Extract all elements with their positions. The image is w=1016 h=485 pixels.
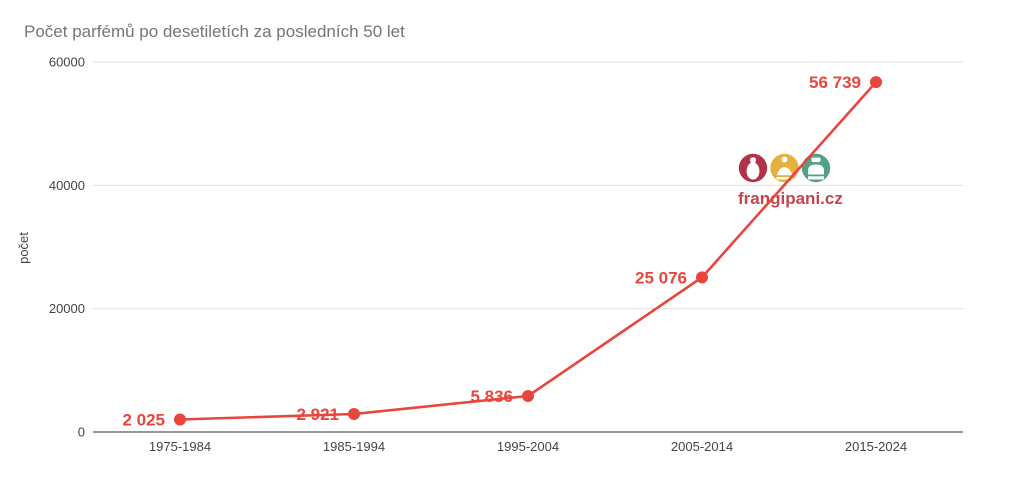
chart-title: Počet parfémů po desetiletích za posledn… bbox=[24, 22, 405, 41]
series-layer: 2 025 2 921 5 836 25 076 56 739 bbox=[122, 73, 882, 430]
data-point-label: 56 739 bbox=[809, 73, 861, 92]
y-axis-title: počet bbox=[16, 232, 31, 264]
x-tick-label: 1995-2004 bbox=[497, 439, 559, 454]
series-line bbox=[179, 81, 877, 421]
x-tick-label: 2015-2024 bbox=[845, 439, 907, 454]
data-point-label: 2 025 bbox=[122, 411, 165, 430]
y-tick-label: 0 bbox=[78, 425, 85, 440]
y-tick-label: 20000 bbox=[49, 301, 85, 316]
y-tick-label: 60000 bbox=[49, 55, 85, 70]
perfume-bottle-icon-yellow bbox=[770, 153, 799, 183]
x-tick-label: 1985-1994 bbox=[323, 439, 385, 454]
grid-layer bbox=[93, 61, 963, 433]
watermark-text: frangipani.cz bbox=[738, 189, 843, 208]
data-point-label: 2 921 bbox=[296, 405, 339, 424]
y-tick-label: 40000 bbox=[49, 178, 85, 193]
data-point[interactable] bbox=[522, 390, 534, 403]
data-point-label: 5 836 bbox=[470, 387, 513, 406]
axis-layer: 0 20000 40000 60000 1975-1984 1985-1994 1995-2… bbox=[49, 55, 907, 455]
data-point[interactable] bbox=[870, 76, 882, 89]
watermark-logo: frangipani.cz bbox=[738, 153, 843, 208]
x-tick-label: 2005-2014 bbox=[671, 439, 733, 454]
data-point[interactable] bbox=[696, 271, 708, 284]
perfume-bottle-icon-teal bbox=[801, 153, 831, 183]
data-point[interactable] bbox=[348, 407, 360, 420]
x-tick-label: 1975-1984 bbox=[149, 439, 211, 454]
perfume-bottle-icon-red bbox=[738, 153, 768, 183]
data-point[interactable] bbox=[174, 413, 186, 426]
data-point-label: 25 076 bbox=[635, 268, 687, 287]
